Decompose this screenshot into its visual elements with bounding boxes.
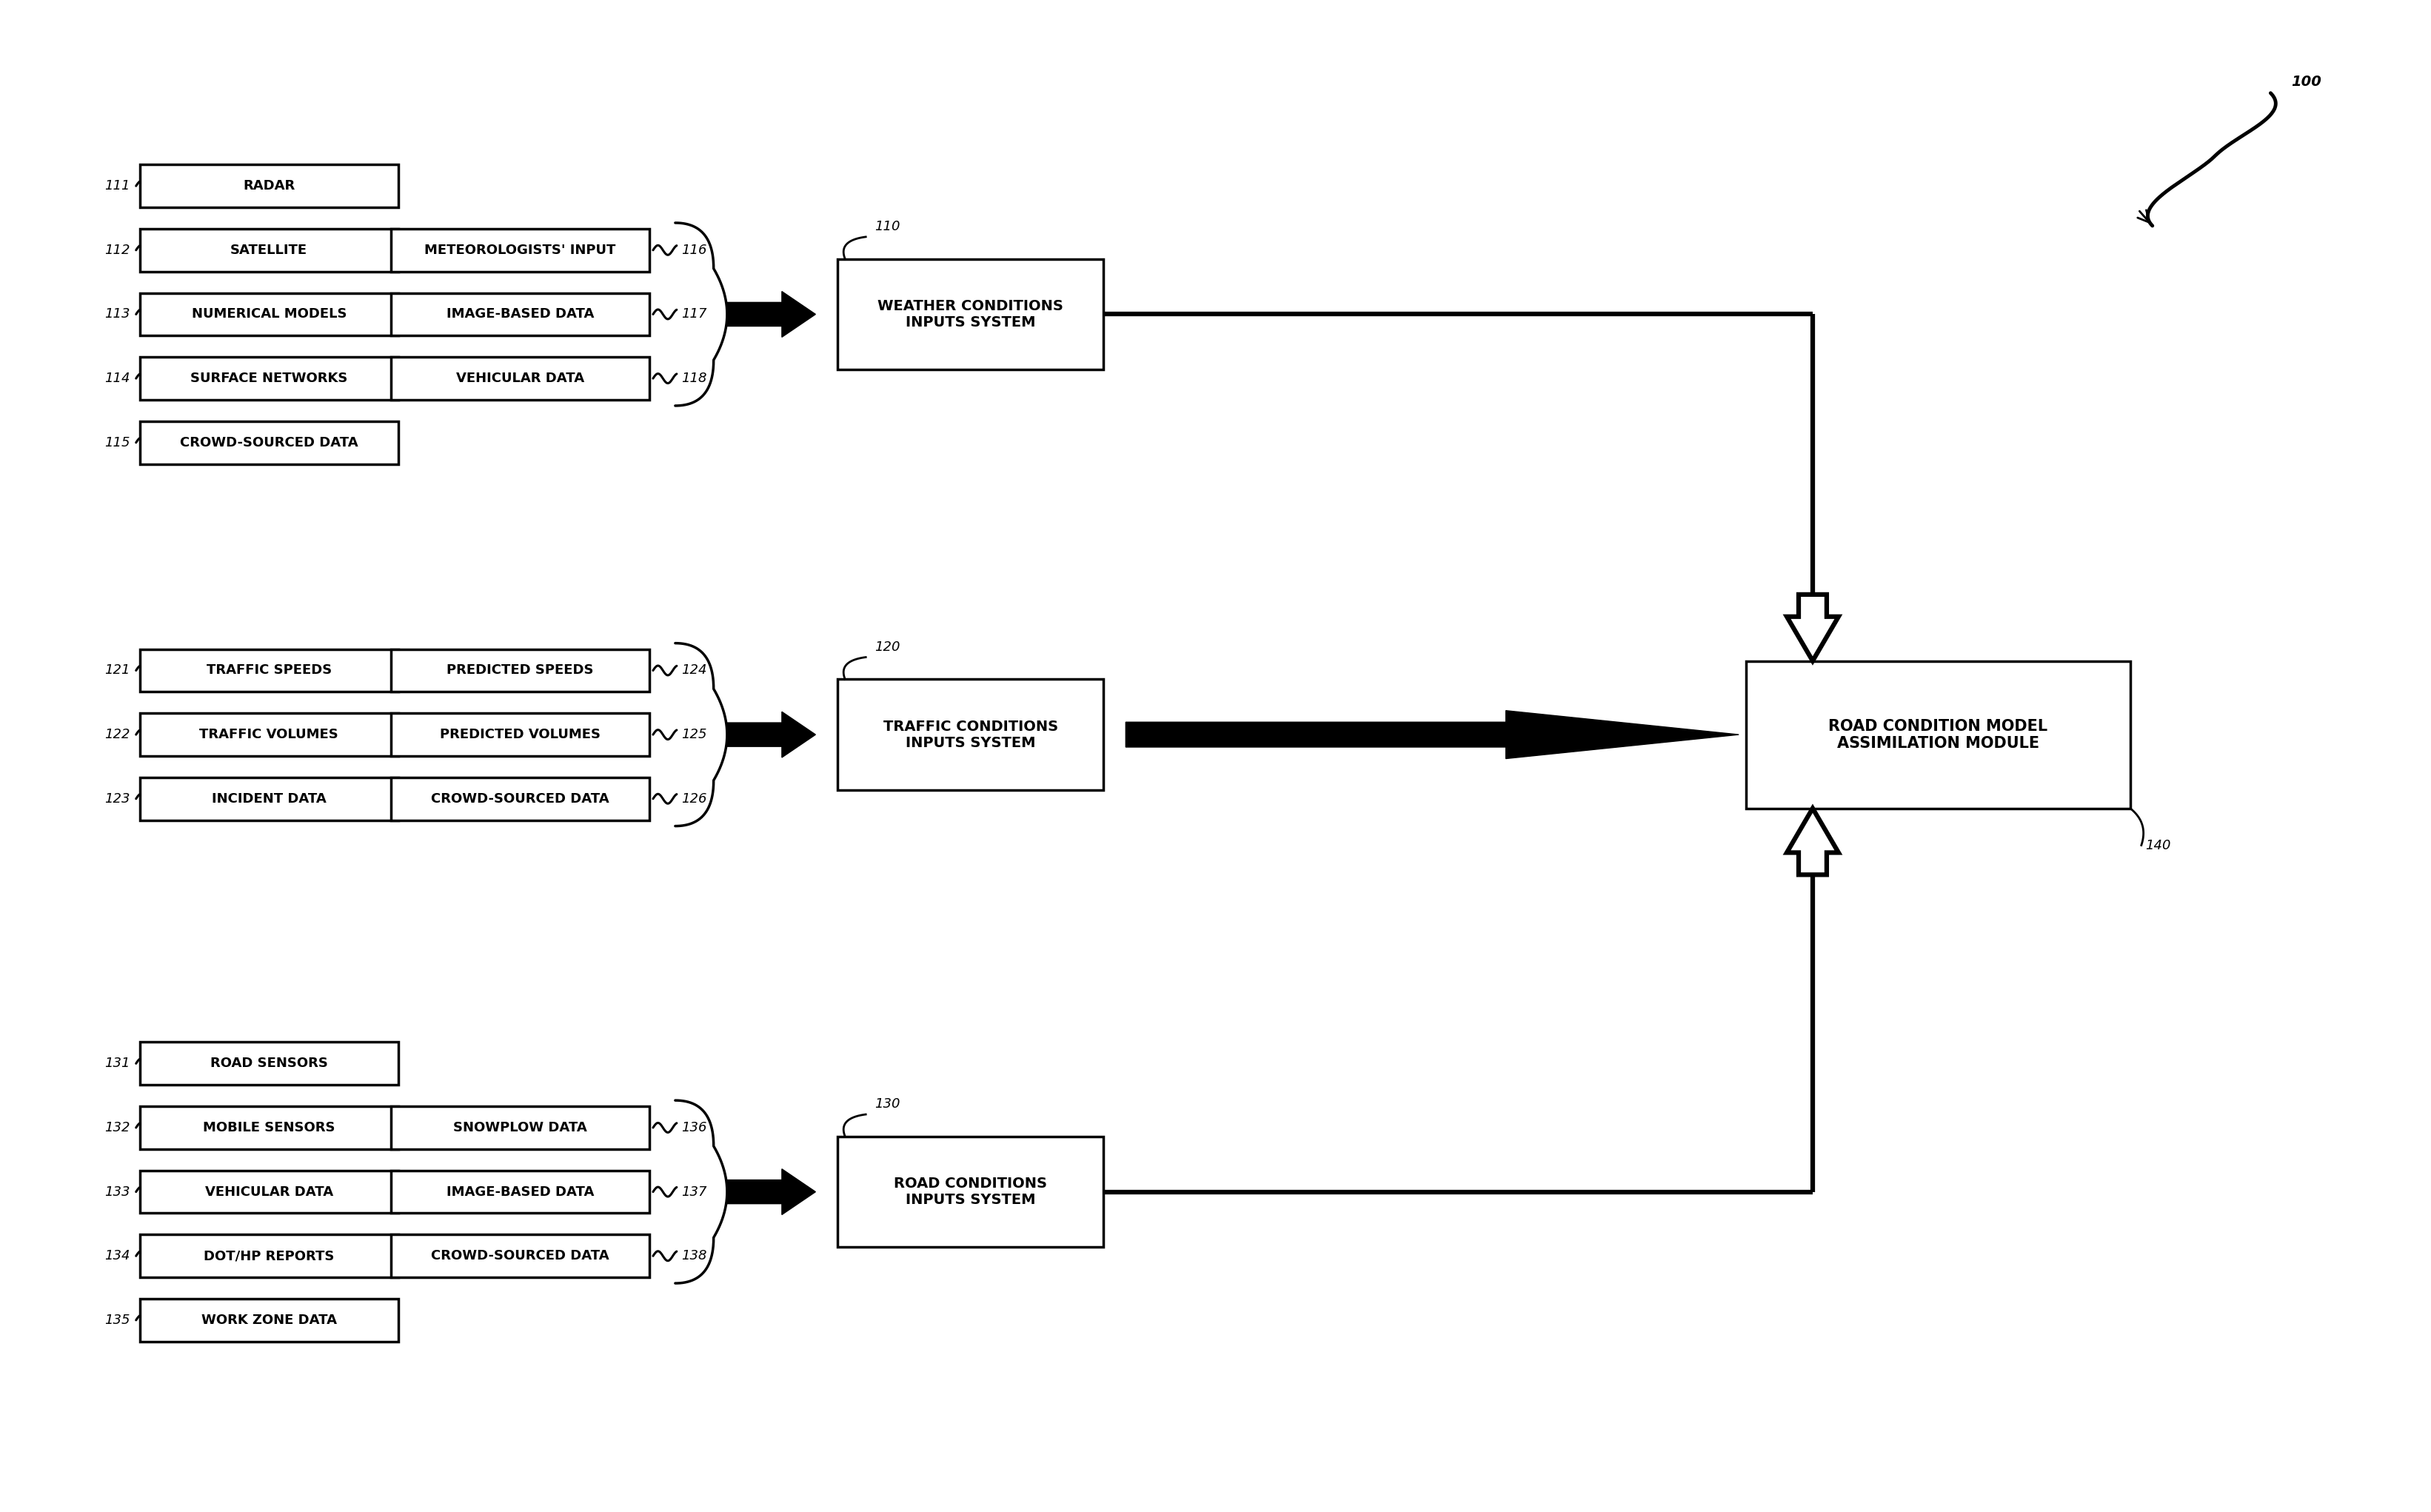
Text: 132: 132 bbox=[105, 1120, 131, 1134]
Polygon shape bbox=[1787, 809, 1838, 875]
Text: 138: 138 bbox=[681, 1249, 707, 1263]
FancyBboxPatch shape bbox=[839, 1137, 1104, 1247]
Text: TRAFFIC SPEEDS: TRAFFIC SPEEDS bbox=[207, 664, 331, 677]
Text: 130: 130 bbox=[875, 1098, 899, 1111]
Text: 120: 120 bbox=[875, 640, 899, 653]
FancyBboxPatch shape bbox=[139, 165, 399, 207]
Text: 100: 100 bbox=[2292, 76, 2322, 89]
Text: SNOWPLOW DATA: SNOWPLOW DATA bbox=[452, 1120, 586, 1134]
Polygon shape bbox=[1126, 711, 1738, 759]
Text: SURFACE NETWORKS: SURFACE NETWORKS bbox=[190, 372, 348, 386]
Text: 112: 112 bbox=[105, 243, 131, 257]
Text: IMAGE-BASED DATA: IMAGE-BASED DATA bbox=[447, 1185, 593, 1199]
Text: 118: 118 bbox=[681, 372, 707, 386]
Text: PREDICTED SPEEDS: PREDICTED SPEEDS bbox=[447, 664, 593, 677]
FancyBboxPatch shape bbox=[391, 649, 649, 692]
Text: CROWD-SOURCED DATA: CROWD-SOURCED DATA bbox=[430, 1249, 610, 1263]
Text: 135: 135 bbox=[105, 1314, 131, 1328]
FancyBboxPatch shape bbox=[391, 714, 649, 756]
Text: ROAD SENSORS: ROAD SENSORS bbox=[209, 1057, 328, 1070]
FancyBboxPatch shape bbox=[391, 1107, 649, 1149]
Polygon shape bbox=[727, 292, 814, 337]
FancyBboxPatch shape bbox=[139, 1235, 399, 1278]
Text: 110: 110 bbox=[875, 219, 899, 233]
Text: 121: 121 bbox=[105, 664, 131, 677]
FancyBboxPatch shape bbox=[391, 293, 649, 336]
Text: METEOROLOGISTS' INPUT: METEOROLOGISTS' INPUT bbox=[425, 243, 615, 257]
FancyBboxPatch shape bbox=[139, 422, 399, 464]
Text: 123: 123 bbox=[105, 792, 131, 806]
FancyBboxPatch shape bbox=[139, 714, 399, 756]
Text: ROAD CONDITION MODEL
ASSIMILATION MODULE: ROAD CONDITION MODEL ASSIMILATION MODULE bbox=[1828, 718, 2047, 750]
Polygon shape bbox=[1787, 594, 1838, 661]
FancyBboxPatch shape bbox=[391, 357, 649, 399]
Text: 117: 117 bbox=[681, 307, 707, 321]
FancyBboxPatch shape bbox=[139, 293, 399, 336]
FancyBboxPatch shape bbox=[139, 357, 399, 399]
Text: VEHICULAR DATA: VEHICULAR DATA bbox=[204, 1185, 333, 1199]
FancyBboxPatch shape bbox=[391, 228, 649, 272]
Text: 115: 115 bbox=[105, 435, 131, 449]
FancyBboxPatch shape bbox=[139, 1107, 399, 1149]
Text: CROWD-SOURCED DATA: CROWD-SOURCED DATA bbox=[430, 792, 610, 806]
Polygon shape bbox=[727, 712, 814, 758]
Text: 124: 124 bbox=[681, 664, 707, 677]
Text: PREDICTED VOLUMES: PREDICTED VOLUMES bbox=[440, 727, 600, 741]
Text: SATELLITE: SATELLITE bbox=[231, 243, 309, 257]
Polygon shape bbox=[727, 1169, 814, 1214]
Text: NUMERICAL MODELS: NUMERICAL MODELS bbox=[192, 307, 348, 321]
Text: CROWD-SOURCED DATA: CROWD-SOURCED DATA bbox=[180, 435, 357, 449]
FancyBboxPatch shape bbox=[391, 1170, 649, 1213]
Text: 111: 111 bbox=[105, 180, 131, 192]
FancyBboxPatch shape bbox=[839, 679, 1104, 789]
Text: IMAGE-BASED DATA: IMAGE-BASED DATA bbox=[447, 307, 593, 321]
Text: 133: 133 bbox=[105, 1185, 131, 1199]
Text: 116: 116 bbox=[681, 243, 707, 257]
Text: WEATHER CONDITIONS
INPUTS SYSTEM: WEATHER CONDITIONS INPUTS SYSTEM bbox=[878, 299, 1062, 330]
Text: 125: 125 bbox=[681, 727, 707, 741]
Text: MOBILE SENSORS: MOBILE SENSORS bbox=[202, 1120, 335, 1134]
Text: TRAFFIC VOLUMES: TRAFFIC VOLUMES bbox=[199, 727, 338, 741]
FancyBboxPatch shape bbox=[139, 1170, 399, 1213]
Text: ROAD CONDITIONS
INPUTS SYSTEM: ROAD CONDITIONS INPUTS SYSTEM bbox=[895, 1176, 1048, 1207]
Text: TRAFFIC CONDITIONS
INPUTS SYSTEM: TRAFFIC CONDITIONS INPUTS SYSTEM bbox=[882, 720, 1057, 750]
Text: 122: 122 bbox=[105, 727, 131, 741]
Text: 114: 114 bbox=[105, 372, 131, 386]
Text: RADAR: RADAR bbox=[243, 180, 294, 192]
Text: 126: 126 bbox=[681, 792, 707, 806]
Text: DOT/HP REPORTS: DOT/HP REPORTS bbox=[204, 1249, 335, 1263]
FancyBboxPatch shape bbox=[391, 1235, 649, 1278]
FancyBboxPatch shape bbox=[139, 1042, 399, 1086]
Text: WORK ZONE DATA: WORK ZONE DATA bbox=[202, 1314, 338, 1328]
FancyBboxPatch shape bbox=[1745, 661, 2130, 809]
Text: INCIDENT DATA: INCIDENT DATA bbox=[211, 792, 326, 806]
Text: 137: 137 bbox=[681, 1185, 707, 1199]
FancyBboxPatch shape bbox=[839, 259, 1104, 369]
FancyBboxPatch shape bbox=[139, 649, 399, 692]
FancyBboxPatch shape bbox=[391, 777, 649, 820]
Text: 140: 140 bbox=[2144, 839, 2171, 851]
FancyBboxPatch shape bbox=[139, 1299, 399, 1341]
FancyBboxPatch shape bbox=[139, 777, 399, 820]
Text: VEHICULAR DATA: VEHICULAR DATA bbox=[457, 372, 583, 386]
FancyBboxPatch shape bbox=[139, 228, 399, 272]
Text: 136: 136 bbox=[681, 1120, 707, 1134]
Text: 134: 134 bbox=[105, 1249, 131, 1263]
Text: 131: 131 bbox=[105, 1057, 131, 1070]
Text: 113: 113 bbox=[105, 307, 131, 321]
